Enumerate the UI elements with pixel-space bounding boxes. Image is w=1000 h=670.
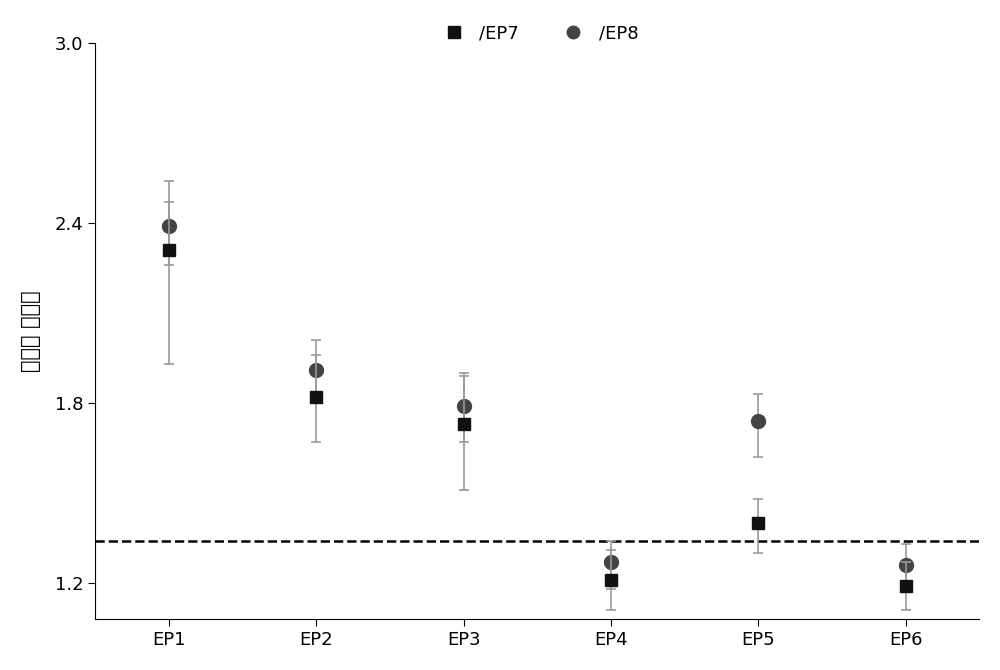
Legend: /EP7, /EP8: /EP7, /EP8 bbox=[429, 17, 646, 50]
Y-axis label: 相对表 达水平: 相对表 达水平 bbox=[21, 290, 41, 372]
